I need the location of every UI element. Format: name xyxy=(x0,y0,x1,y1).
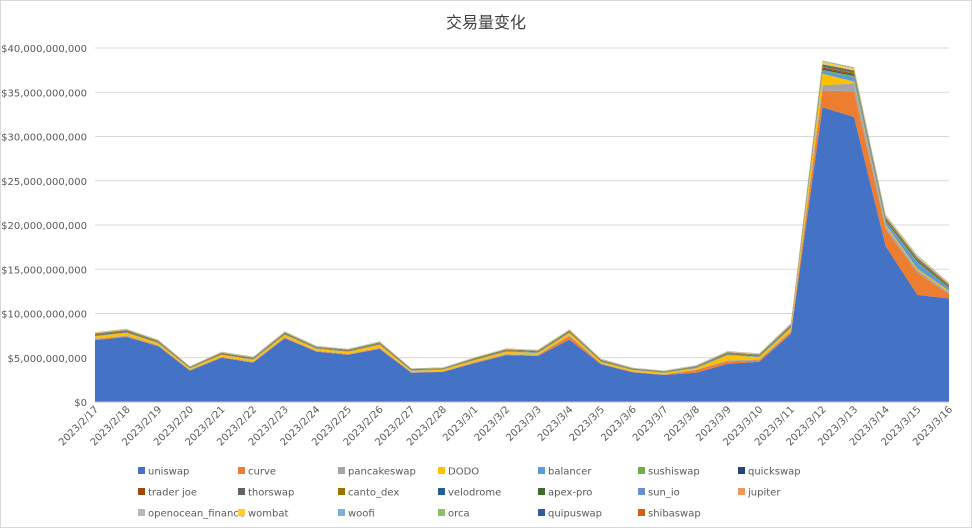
legend-swatch xyxy=(338,467,345,474)
legend-label: thorswap xyxy=(248,488,294,499)
legend-label: openocean_finance xyxy=(148,509,245,520)
legend-label: woofi xyxy=(348,509,375,520)
legend: uniswap curve pancakeswap DODO balancer sushi… xyxy=(138,467,801,520)
area-series xyxy=(95,60,949,403)
legend-swatch xyxy=(138,467,145,474)
legend-label: apex-pro xyxy=(548,488,592,499)
legend-label: quipuswap xyxy=(548,509,602,520)
legend-swatch xyxy=(538,467,545,474)
legend-label: quickswap xyxy=(748,467,801,478)
legend-label: curve xyxy=(248,467,276,478)
legend-label: jupiter xyxy=(747,488,781,499)
legend-label: trader joe xyxy=(148,488,197,499)
legend-label: balancer xyxy=(548,467,592,478)
y-tick-label: $10,000,000,000 xyxy=(1,310,87,321)
area-uniswap xyxy=(95,107,949,403)
legend-label: DODO xyxy=(448,467,479,478)
legend-label: orca xyxy=(448,509,470,520)
legend-swatch xyxy=(238,488,245,495)
legend-swatch xyxy=(138,509,145,516)
y-tick-label: $25,000,000,000 xyxy=(1,177,87,188)
legend-label: wombat xyxy=(248,509,289,520)
legend-swatch xyxy=(738,488,745,495)
legend-swatch xyxy=(738,467,745,474)
legend-label: canto_dex xyxy=(348,488,399,499)
legend-label: uniswap xyxy=(148,467,189,478)
legend-swatch xyxy=(538,488,545,495)
legend-swatch xyxy=(638,509,645,516)
x-axis: 2023/2/172023/2/182023/2/192023/2/202023… xyxy=(57,401,955,448)
y-tick-label: $20,000,000,000 xyxy=(1,221,87,232)
legend-swatch xyxy=(238,467,245,474)
legend-swatch xyxy=(438,509,445,516)
legend-swatch xyxy=(638,467,645,474)
legend-swatch xyxy=(238,509,245,516)
legend-swatch xyxy=(438,488,445,495)
legend-label: sun_io xyxy=(648,488,680,499)
chart-title: 交易量变化 xyxy=(446,13,526,32)
y-tick-label: $30,000,000,000 xyxy=(1,133,87,144)
y-axis: $0 $5,000,000,000 $10,000,000,000 $15,000,0… xyxy=(1,44,87,409)
legend-swatch xyxy=(638,488,645,495)
legend-swatch xyxy=(338,488,345,495)
legend-label: velodrome xyxy=(448,488,501,499)
y-tick-label: $0 xyxy=(74,398,87,409)
legend-swatch xyxy=(438,467,445,474)
legend-label: sushiswap xyxy=(648,467,700,478)
y-tick-label: $35,000,000,000 xyxy=(1,88,87,99)
legend-swatch xyxy=(538,509,545,516)
y-tick-label: $5,000,000,000 xyxy=(7,354,87,365)
legend-label: pancakeswap xyxy=(348,467,416,478)
legend-swatch xyxy=(138,488,145,495)
y-tick-label: $15,000,000,000 xyxy=(1,265,87,276)
y-tick-label: $40,000,000,000 xyxy=(1,44,87,55)
legend-label: shibaswap xyxy=(648,509,701,520)
legend-swatch xyxy=(338,509,345,516)
